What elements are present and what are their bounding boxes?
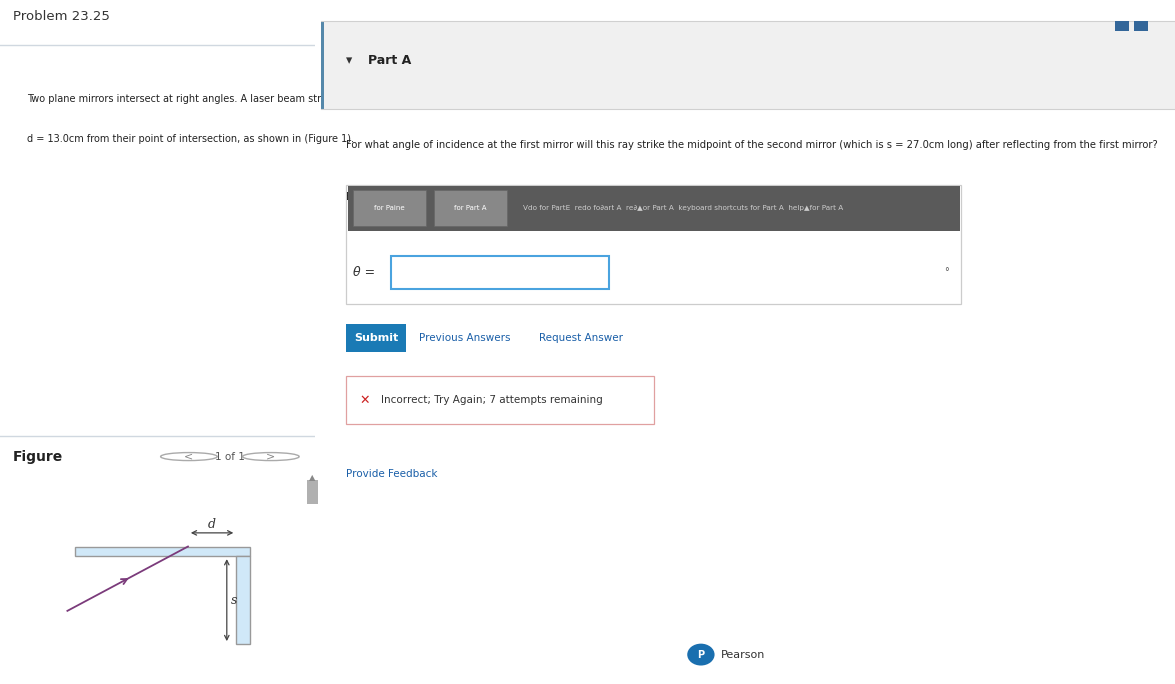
Bar — [391, 256, 609, 289]
Text: Part A: Part A — [368, 54, 411, 67]
Text: for Part A: for Part A — [455, 205, 486, 211]
Circle shape — [161, 453, 217, 460]
Text: <: < — [184, 451, 194, 462]
Text: 1 of 1: 1 of 1 — [215, 451, 244, 462]
Text: P: P — [697, 650, 705, 659]
Text: For what angle of incidence at the first mirror will this ray strike the midpoin: For what angle of incidence at the first… — [347, 140, 1159, 150]
Text: >: > — [267, 451, 275, 462]
Text: θ =: θ = — [354, 265, 375, 279]
Bar — [321, 21, 324, 109]
Text: Problem 23.25: Problem 23.25 — [13, 10, 109, 23]
Text: for Paine: for Paine — [374, 205, 405, 211]
Bar — [347, 185, 961, 304]
Bar — [348, 186, 960, 231]
Circle shape — [687, 644, 714, 666]
Text: Pearson: Pearson — [720, 650, 765, 659]
Text: Two plane mirrors intersect at right angles. A laser beam strikes the first of t: Two plane mirrors intersect at right ang… — [27, 94, 472, 104]
Text: Request Answer: Request Answer — [538, 333, 623, 343]
Bar — [1115, 21, 1129, 31]
Text: Submit: Submit — [354, 333, 398, 343]
Bar — [236, 556, 249, 644]
Text: Vdo for PartΕ  redo fo∂art A  re∂▲or Part A  keyboard shortcuts for Part A  help: Vdo for PartΕ redo fo∂art A re∂▲or Part … — [523, 205, 844, 211]
Text: d = 13.0cm from their point of intersection, as shown in (Figure 1).: d = 13.0cm from their point of intersect… — [27, 133, 354, 144]
Bar — [1134, 21, 1148, 31]
Circle shape — [242, 453, 300, 460]
Text: Provide Feedback: Provide Feedback — [347, 469, 438, 479]
Bar — [347, 376, 654, 424]
Bar — [321, 21, 1175, 109]
Bar — [75, 547, 249, 556]
Text: ▾: ▾ — [347, 54, 352, 67]
Bar — [354, 190, 425, 226]
Text: d: d — [208, 518, 216, 531]
Bar — [307, 480, 318, 503]
Text: Incorrect; Try Again; 7 attempts remaining: Incorrect; Try Again; 7 attempts remaini… — [381, 395, 603, 405]
Text: ✕: ✕ — [360, 393, 370, 407]
Bar — [435, 190, 506, 226]
Text: Express your answer in degrees to three significant figures.: Express your answer in degrees to three … — [347, 192, 644, 202]
Bar — [347, 324, 407, 352]
Text: °: ° — [944, 267, 948, 277]
Text: Previous Answers: Previous Answers — [419, 333, 510, 343]
Text: s: s — [230, 594, 237, 607]
Text: Figure: Figure — [13, 449, 62, 464]
Text: ▲: ▲ — [309, 473, 316, 482]
